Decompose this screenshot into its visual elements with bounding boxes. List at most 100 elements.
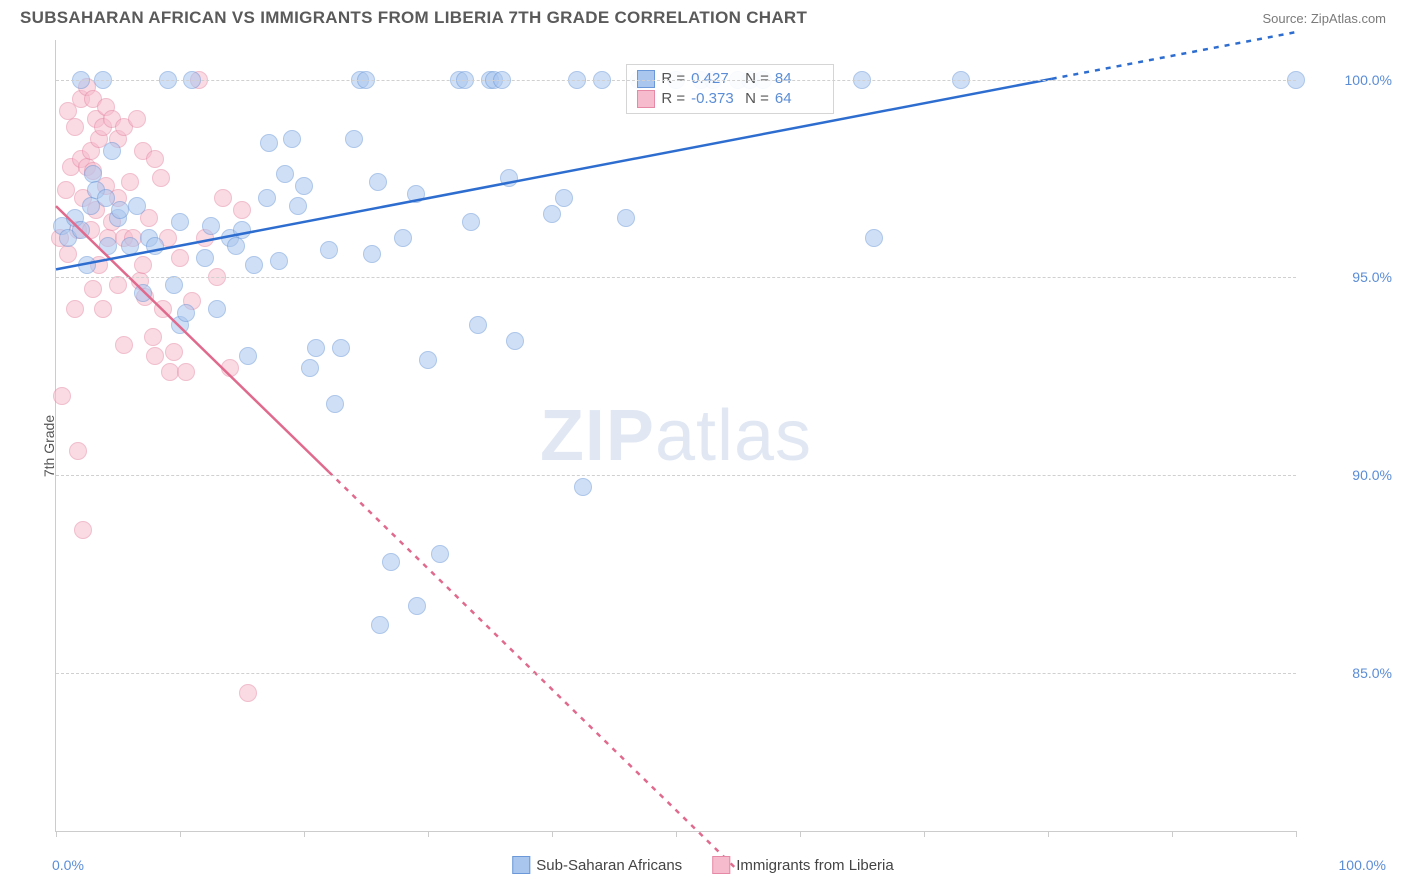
scatter-point-blue	[419, 351, 437, 369]
scatter-point-pink	[221, 359, 239, 377]
scatter-point-pink	[214, 189, 232, 207]
scatter-point-pink	[152, 169, 170, 187]
scatter-point-blue	[121, 237, 139, 255]
scatter-point-blue	[307, 339, 325, 357]
n-value-pink: 64	[775, 90, 823, 107]
source-label: Source: ZipAtlas.com	[1262, 11, 1386, 26]
scatter-point-blue	[227, 237, 245, 255]
scatter-point-pink	[128, 110, 146, 128]
x-tick	[180, 831, 181, 837]
r-value-pink: -0.373	[691, 90, 739, 107]
x-axis-min-label: 0.0%	[52, 857, 84, 873]
x-tick	[676, 831, 677, 837]
scatter-point-blue	[408, 597, 426, 615]
scatter-point-blue	[506, 332, 524, 350]
x-tick	[552, 831, 553, 837]
x-tick	[428, 831, 429, 837]
scatter-point-blue	[345, 130, 363, 148]
grid-line	[56, 475, 1296, 476]
scatter-point-pink	[239, 684, 257, 702]
scatter-point-pink	[154, 300, 172, 318]
scatter-point-blue	[407, 185, 425, 203]
scatter-point-blue	[462, 213, 480, 231]
scatter-point-pink	[59, 245, 77, 263]
scatter-point-blue	[543, 205, 561, 223]
scatter-point-pink	[66, 118, 84, 136]
scatter-point-pink	[115, 336, 133, 354]
y-tick-label: 90.0%	[1352, 467, 1392, 483]
scatter-point-blue	[555, 189, 573, 207]
scatter-point-blue	[320, 241, 338, 259]
x-tick	[56, 831, 57, 837]
scatter-point-pink	[94, 300, 112, 318]
scatter-point-blue	[500, 169, 518, 187]
scatter-point-blue	[469, 316, 487, 334]
x-axis-max-label: 100.0%	[1339, 857, 1386, 873]
scatter-point-blue	[289, 197, 307, 215]
scatter-point-pink	[134, 256, 152, 274]
x-tick	[304, 831, 305, 837]
legend-item-pink: Immigrants from Liberia	[712, 856, 894, 874]
scatter-point-blue	[239, 347, 257, 365]
scatter-point-blue	[431, 545, 449, 563]
x-tick	[1172, 831, 1173, 837]
scatter-point-blue	[301, 359, 319, 377]
scatter-point-blue	[332, 339, 350, 357]
y-tick-label: 100.0%	[1345, 72, 1392, 88]
scatter-point-blue	[196, 249, 214, 267]
swatch-pink	[637, 90, 655, 108]
scatter-point-pink	[69, 442, 87, 460]
scatter-point-blue	[369, 173, 387, 191]
scatter-point-blue	[574, 478, 592, 496]
scatter-point-pink	[53, 387, 71, 405]
grid-line	[56, 277, 1296, 278]
scatter-point-pink	[233, 201, 251, 219]
scatter-point-blue	[78, 256, 96, 274]
scatter-point-blue	[134, 284, 152, 302]
scatter-point-blue	[371, 616, 389, 634]
grid-line	[56, 80, 1296, 81]
swatch-pink-icon	[712, 856, 730, 874]
scatter-point-blue	[202, 217, 220, 235]
scatter-point-pink	[57, 181, 75, 199]
series-legend: Sub-Saharan Africans Immigrants from Lib…	[512, 856, 893, 874]
scatter-point-blue	[72, 221, 90, 239]
scatter-point-pink	[84, 280, 102, 298]
scatter-point-pink	[146, 347, 164, 365]
scatter-point-blue	[276, 165, 294, 183]
scatter-point-blue	[208, 300, 226, 318]
scatter-point-pink	[66, 300, 84, 318]
legend-row-pink: R = -0.373 N = 64	[635, 89, 825, 109]
correlation-legend: R = 0.427 N = 84 R = -0.373 N = 64	[626, 64, 834, 114]
grid-line	[56, 673, 1296, 674]
x-tick	[924, 831, 925, 837]
scatter-point-pink	[121, 173, 139, 191]
scatter-point-blue	[617, 209, 635, 227]
swatch-blue-icon	[512, 856, 530, 874]
scatter-point-blue	[260, 134, 278, 152]
scatter-point-blue	[99, 237, 117, 255]
scatter-point-blue	[865, 229, 883, 247]
scatter-point-pink	[109, 276, 127, 294]
scatter-point-pink	[171, 249, 189, 267]
scatter-point-pink	[165, 343, 183, 361]
x-tick	[800, 831, 801, 837]
scatter-point-blue	[165, 276, 183, 294]
scatter-point-blue	[382, 553, 400, 571]
scatter-point-blue	[394, 229, 412, 247]
scatter-point-blue	[258, 189, 276, 207]
scatter-point-blue	[245, 256, 263, 274]
scatter-point-blue	[128, 197, 146, 215]
scatter-point-blue	[177, 304, 195, 322]
scatter-point-blue	[363, 245, 381, 263]
y-tick-label: 85.0%	[1352, 665, 1392, 681]
scatter-point-pink	[146, 150, 164, 168]
scatter-point-pink	[177, 363, 195, 381]
legend-item-blue: Sub-Saharan Africans	[512, 856, 682, 874]
x-tick	[1296, 831, 1297, 837]
scatter-point-pink	[144, 328, 162, 346]
scatter-point-blue	[283, 130, 301, 148]
scatter-point-blue	[233, 221, 251, 239]
scatter-point-blue	[326, 395, 344, 413]
scatter-point-blue	[295, 177, 313, 195]
